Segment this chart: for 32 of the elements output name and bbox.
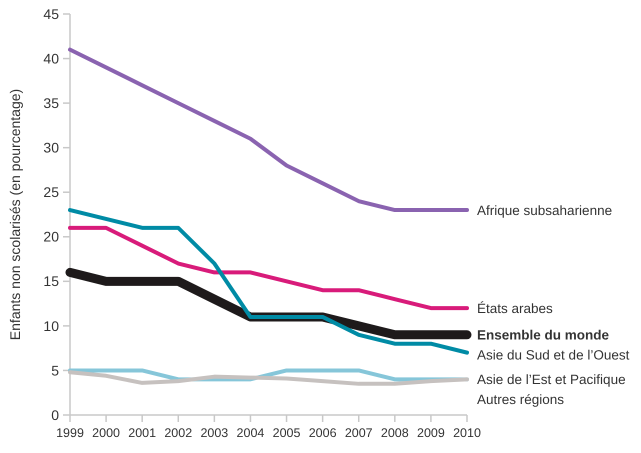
x-tick-label: 1999: [56, 426, 84, 440]
y-tick-label: 10: [43, 318, 60, 334]
x-tick-label: 2009: [417, 426, 445, 440]
y-tick-label: 45: [43, 6, 60, 22]
y-tick-label: 5: [51, 362, 60, 378]
y-tick-label: 35: [43, 95, 60, 112]
x-tick-label: 2006: [308, 426, 337, 440]
y-tick-label: 25: [43, 184, 60, 200]
series-label: Autres régions: [477, 392, 564, 408]
x-tick-label: 2002: [164, 426, 192, 440]
x-tick-label: 2008: [380, 426, 409, 440]
y-tick-label: 20: [43, 228, 60, 245]
x-tick-label: 2001: [128, 426, 156, 440]
series-label: Asie de l’Est et Pacifique: [477, 372, 626, 388]
line-series: [68, 48, 469, 212]
line-series: [68, 208, 469, 355]
line-series: [68, 226, 469, 310]
y-tick-label: 40: [43, 50, 60, 66]
series-label: Afrique subsaharienne: [477, 202, 612, 218]
x-tick-label: 2003: [200, 426, 228, 440]
x-tick-label: 2005: [272, 426, 300, 440]
series-label: États arabes: [477, 300, 554, 316]
x-tick-label: 2000: [92, 426, 120, 440]
x-tick-label: 2010: [453, 426, 481, 440]
series-label: Asie du Sud et de l’Ouest: [477, 348, 630, 363]
y-tick-label: 15: [43, 273, 60, 290]
y-tick-label: 0: [51, 406, 60, 423]
x-tick-label: 2004: [236, 426, 264, 440]
x-tick-label: 2007: [344, 426, 373, 440]
y-tick-label: 30: [43, 140, 60, 156]
series-label: Ensemble du monde: [477, 328, 610, 343]
y-axis-title: Enfants non scolarisés (en pourcentage): [7, 88, 23, 340]
